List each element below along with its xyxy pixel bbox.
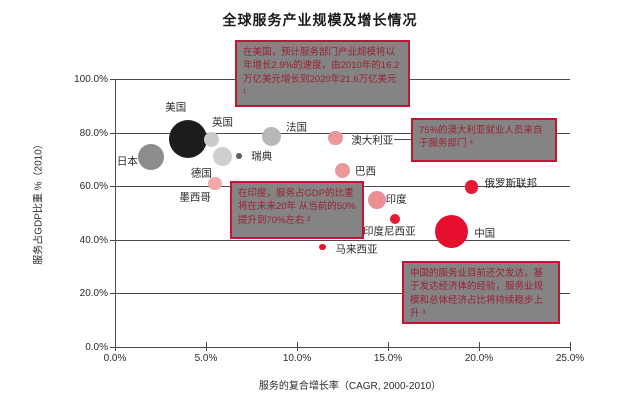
y-tick-label: 80.0% [79,127,108,139]
x-tick-label: 10.0% [282,353,312,364]
annotation-india-share: 在印度，服务占GDP的比重将在未来20年 从当前的50%提升到70%左右 ² [230,181,364,239]
y-axis-title: 服务占GDP比重 %（2010） [33,139,45,265]
y-tick-label: 0.0% [85,342,108,353]
gridline [115,239,570,241]
label-germany: 德国 [190,167,212,180]
label-russia: 俄罗斯联邦 [484,177,537,190]
annotation-china-potential: 中国的服务业目前还欠发达，基于发达经济体的经验，服务业规模和总体经济占比将持续稳… [402,261,560,324]
x-axis [115,347,570,348]
x-axis-tick [115,342,116,351]
x-tick-label: 20.0% [464,353,494,364]
annotation-usa-growth: 在美国，预计服务部门产业规模将以年增长2.9%的速度，由2010年的16.2万亿… [235,40,410,107]
y-axis-tick [110,239,119,241]
label-usa: 美国 [165,101,187,114]
label-mexico: 墨西哥 [179,191,211,204]
label-australia: 澳大利亚 [351,134,394,147]
x-axis-title: 服务的复合增长率（CAGR, 2000-2010） [258,381,442,392]
bubble-usa [168,120,207,159]
x-tick-label: 15.0% [373,353,403,364]
label-china: 中国 [474,227,496,240]
bubble-russia [465,180,479,194]
gridline [115,293,570,295]
label-indonesia: 印度尼西亚 [363,225,416,238]
x-axis-tick [297,342,298,351]
bubble-japan [138,143,165,170]
y-tick-label: 60.0% [79,181,108,193]
label-japan: 日本 [116,155,138,168]
x-axis-tick [570,342,571,351]
x-axis-tick [206,342,207,351]
y-axis-tick [110,293,119,295]
y-axis [115,79,116,348]
annotation-australia-employment: 75%的澳大利亚就业人员来自于服务部门 ⁴ [411,118,557,162]
x-tick-label: 5.0% [194,353,218,364]
y-axis-tick [110,132,119,134]
bubble-indonesia [390,213,401,224]
x-axis-tick [388,342,389,351]
bubble-france [262,127,282,147]
label-uk: 英国 [211,116,233,129]
x-tick-label: 0.0% [103,353,127,364]
y-axis-tick [110,79,119,80]
x-axis-tick [479,342,480,351]
bubble-china [435,215,469,249]
y-tick-label: 20.0% [79,288,108,300]
bubble-brazil [334,162,351,179]
label-india: 印度 [385,193,407,206]
bubble-germany [212,147,232,167]
bubble-sweden [235,152,242,160]
callout-line [394,139,411,140]
y-tick-label: 100.0% [74,74,108,85]
y-tick-label: 40.0% [79,234,108,246]
y-axis-tick [110,347,119,348]
label-sweden: 瑞典 [251,150,273,163]
x-tick-label: 25.0% [555,353,585,364]
label-brazil: 巴西 [355,165,376,178]
gridline [115,132,570,134]
bubble-india [368,190,387,209]
label-france: 法国 [286,121,308,134]
y-axis-tick [110,186,119,188]
bubble-australia [327,130,343,146]
chart-title: 全球服务产业规模及增长情况 [222,12,418,28]
bubble-malaysia [319,243,326,251]
bubble-mexico [208,176,222,191]
label-malaysia: 马来西亚 [335,243,378,256]
bubble-uk [203,131,219,147]
